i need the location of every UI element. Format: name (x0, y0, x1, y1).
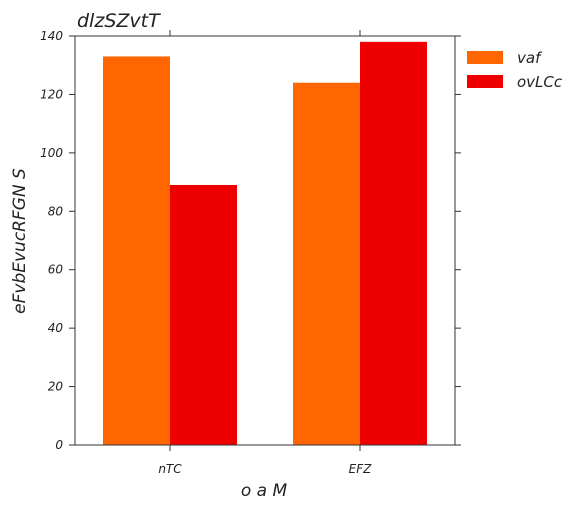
chart-title: dlzSZvtT (77, 10, 161, 32)
legend-label-ovLCc: ovLCc (517, 73, 563, 91)
x-axis-label: o a M (241, 481, 288, 501)
y-axis-label: eFvbEvucRFGN S (10, 168, 30, 314)
y-tick-label: 80 (48, 204, 64, 218)
legend-swatch-ovLCc (467, 75, 503, 88)
bar-ovLCc-nTC (170, 184, 237, 445)
legend: vaf ovLCc (467, 49, 563, 91)
x-tick-label: nTC (158, 462, 182, 476)
y-tick-label: 20 (48, 380, 64, 394)
bar-vaf-nTC (103, 56, 170, 445)
y-tick-label: 40 (48, 321, 64, 335)
x-tick-label: EFZ (349, 462, 372, 476)
bar-vaf-EFZ (293, 82, 360, 445)
bar-ovLCc-EFZ (360, 41, 427, 445)
legend-label-vaf: vaf (517, 49, 543, 67)
y-tick-label: 0 (55, 438, 63, 452)
x-axis-ticks: nTC EFZ (158, 30, 372, 476)
bars-group (103, 41, 427, 445)
y-tick-label: 120 (40, 87, 63, 101)
y-axis-ticks: 0 20 40 60 80 100 120 140 (40, 29, 461, 452)
y-tick-label: 60 (48, 263, 64, 277)
y-tick-label: 140 (40, 29, 63, 43)
plot-frame (74, 35, 456, 446)
legend-swatch-vaf (467, 51, 503, 64)
y-tick-label: 100 (40, 146, 63, 160)
